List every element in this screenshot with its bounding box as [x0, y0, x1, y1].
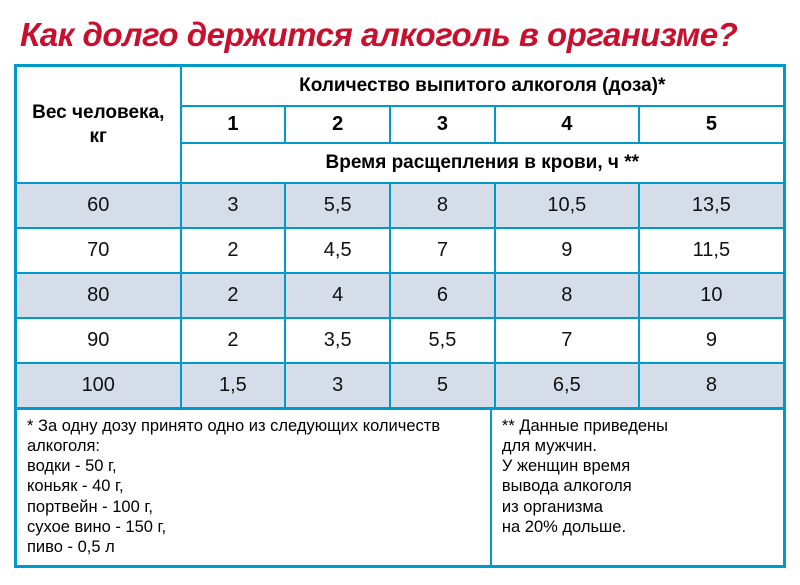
weight-cell: 100	[16, 363, 181, 409]
value-cell: 2	[181, 318, 286, 363]
footnotes: * За одну дозу принято одно из следующих…	[14, 410, 786, 568]
value-cell: 7	[495, 318, 639, 363]
header-dose-5: 5	[639, 106, 785, 143]
value-cell: 9	[639, 318, 785, 363]
value-cell: 10,5	[495, 183, 639, 228]
value-cell: 3	[285, 363, 390, 409]
value-cell: 6	[390, 273, 495, 318]
footnote-right: ** Данные приведеныдля мужчин.У женщин в…	[492, 410, 783, 565]
table-body: 6035,5810,513,57024,57911,5802468109023,…	[16, 183, 785, 409]
value-cell: 4	[285, 273, 390, 318]
value-cell: 9	[495, 228, 639, 273]
table-row: 9023,55,579	[16, 318, 785, 363]
value-cell: 5	[390, 363, 495, 409]
header-time: Время расщепления в крови, ч **	[181, 143, 785, 183]
alcohol-table: Вес человека, кг Количество выпитого алк…	[14, 64, 786, 410]
weight-cell: 70	[16, 228, 181, 273]
value-cell: 8	[495, 273, 639, 318]
header-weight: Вес человека, кг	[16, 66, 181, 184]
value-cell: 8	[639, 363, 785, 409]
table-row: 7024,57911,5	[16, 228, 785, 273]
weight-cell: 60	[16, 183, 181, 228]
table-row: 6035,5810,513,5	[16, 183, 785, 228]
value-cell: 2	[181, 273, 286, 318]
table-row: 80246810	[16, 273, 785, 318]
value-cell: 7	[390, 228, 495, 273]
weight-cell: 90	[16, 318, 181, 363]
value-cell: 4,5	[285, 228, 390, 273]
value-cell: 6,5	[495, 363, 639, 409]
header-dose: Количество выпитого алкоголя (доза)*	[181, 66, 785, 107]
value-cell: 10	[639, 273, 785, 318]
value-cell: 11,5	[639, 228, 785, 273]
page-title: Как долго держится алкоголь в организме?	[20, 16, 786, 54]
value-cell: 5,5	[285, 183, 390, 228]
weight-cell: 80	[16, 273, 181, 318]
table-head: Вес человека, кг Количество выпитого алк…	[16, 66, 785, 184]
header-dose-4: 4	[495, 106, 639, 143]
value-cell: 13,5	[639, 183, 785, 228]
value-cell: 5,5	[390, 318, 495, 363]
value-cell: 1,5	[181, 363, 286, 409]
header-dose-3: 3	[390, 106, 495, 143]
footnote-left: * За одну дозу принято одно из следующих…	[17, 410, 492, 565]
value-cell: 8	[390, 183, 495, 228]
header-dose-2: 2	[285, 106, 390, 143]
header-dose-1: 1	[181, 106, 286, 143]
value-cell: 3,5	[285, 318, 390, 363]
value-cell: 3	[181, 183, 286, 228]
value-cell: 2	[181, 228, 286, 273]
table-row: 1001,5356,58	[16, 363, 785, 409]
